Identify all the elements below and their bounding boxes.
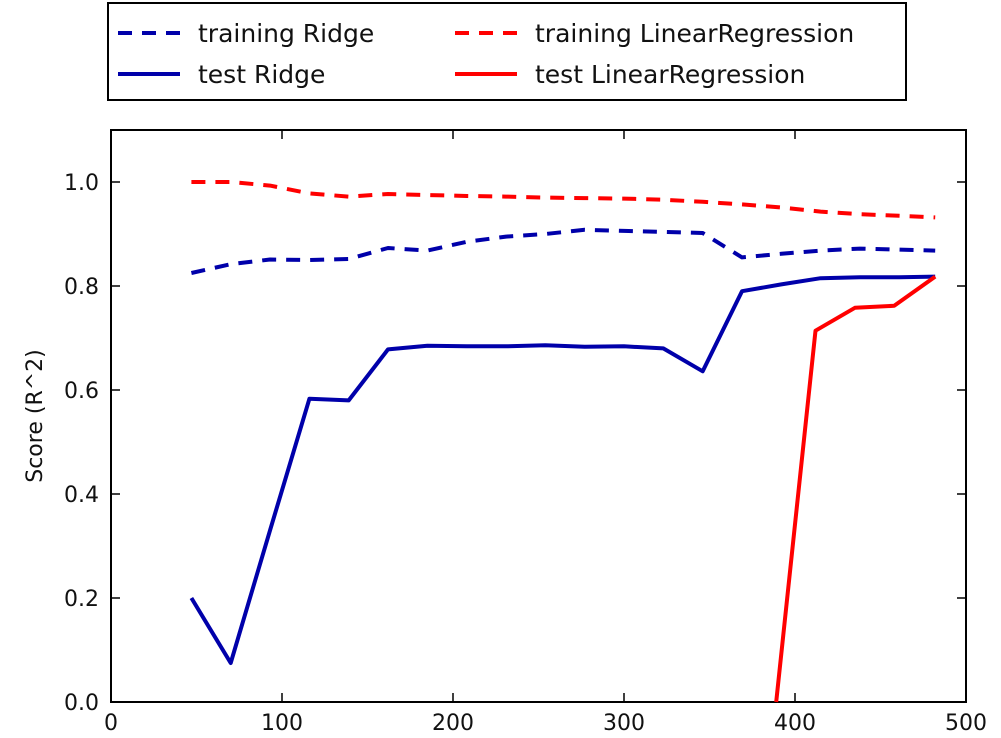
x-tick-label: 400 [774, 711, 816, 736]
series-layer [189, 180, 937, 703]
y-axis-label: Score (R^2) [23, 349, 48, 483]
legend: training Ridge training LinearRegression t… [107, 2, 907, 101]
series-line-training-ridge [190, 227, 936, 275]
legend-label: test LinearRegression [535, 60, 805, 89]
x-tick-label: 500 [945, 711, 987, 736]
x-tick-label: 100 [261, 711, 303, 736]
y-tick-label: 0.8 [64, 275, 99, 300]
plot-area [110, 129, 967, 703]
series-line-test-ridge [189, 274, 936, 665]
x-tick-label: 300 [603, 711, 645, 736]
legend-label: test Ridge [198, 60, 325, 89]
axes-ticks: 0 100 200 300 400 500 0.0 0.2 0.4 0.6 0.8 1.0 [64, 130, 987, 736]
y-tick-label: 0.2 [64, 587, 99, 612]
y-tick-label: 0.4 [64, 483, 99, 508]
legend-box [107, 2, 907, 101]
y-tick-label: 0.6 [64, 379, 99, 404]
x-tick-label: 200 [432, 711, 474, 736]
legend-label: training Ridge [198, 19, 374, 48]
y-tick-label: 1.0 [64, 171, 99, 196]
x-tick-label: 0 [104, 711, 118, 736]
legend-label: training LinearRegression [535, 19, 854, 48]
y-tick-label: 0.0 [64, 691, 99, 716]
series-line-training-linearregression [191, 180, 936, 220]
series-line-test-linearregression [774, 274, 937, 703]
